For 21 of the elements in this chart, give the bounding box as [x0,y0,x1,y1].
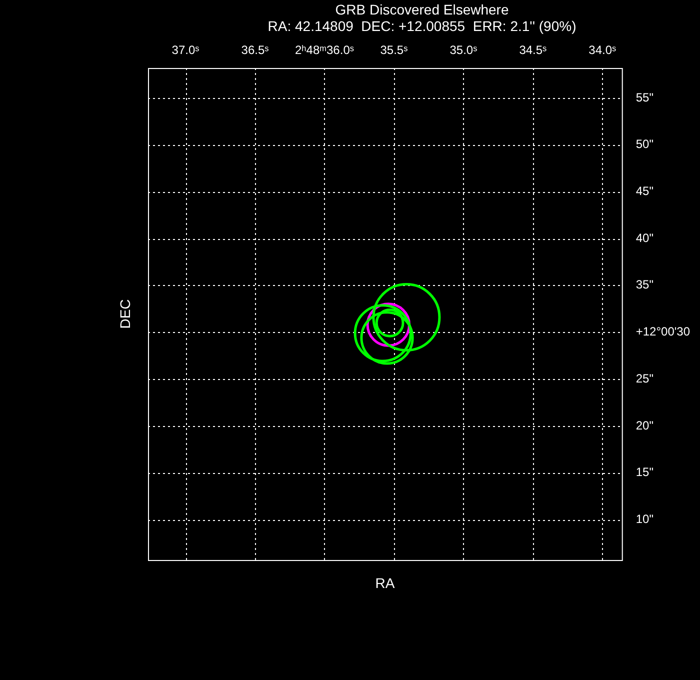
x-tick-label: 2ʰ48ᵐ36.0ˢ [295,43,354,58]
y-tick-label: 50" [636,137,654,152]
chart-title: GRB Discovered Elsewhere [335,1,509,18]
y-tick-label: 10" [636,512,654,526]
chart-subtitle: RA: 42.14809 DEC: +12.00855 ERR: 2.1'' (90%) [268,18,576,34]
y-tick-label: 20" [636,418,654,432]
y-tick-label: 55" [636,90,654,104]
x-tick-label: 35.0ˢ [450,43,478,58]
x-axis-title: RA [375,574,396,591]
y-tick-label: +12°00'30 [636,324,690,339]
x-tick-label: 37.0ˢ [172,43,200,58]
y-axis-title: DEC [116,299,133,329]
y-tick-label: 25" [636,371,654,386]
y-tick-label: 15" [636,465,654,480]
x-tick-label: 34.5ˢ [519,43,547,58]
x-tick-label: 36.5ˢ [241,43,269,58]
y-tick-label: 45" [636,184,654,198]
x-tick-label: 34.0ˢ [588,43,616,58]
y-tick-label: 40" [636,230,654,245]
y-tick-label: 35" [636,278,654,292]
x-tick-label: 35.5ˢ [380,43,408,58]
